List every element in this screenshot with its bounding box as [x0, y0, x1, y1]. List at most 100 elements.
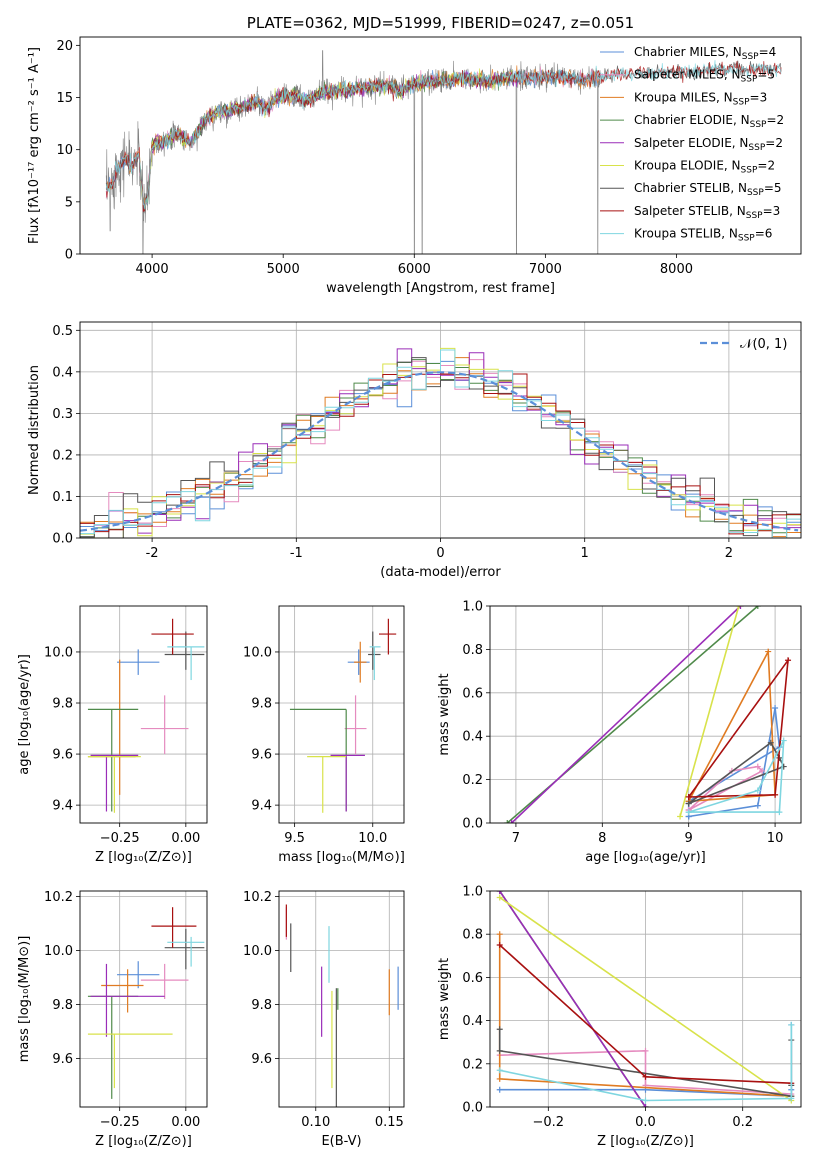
weight-marker	[685, 800, 692, 807]
y-tick-label: 0.3	[52, 407, 73, 422]
weight-marker	[496, 1026, 503, 1033]
legend-entry-suffix: =3	[750, 90, 768, 104]
y-tick-label: 0.4	[462, 1014, 483, 1029]
weight-marker	[496, 891, 503, 894]
errorbar-point-6	[164, 928, 205, 970]
weight-marker	[754, 787, 761, 794]
histogram-6	[80, 357, 801, 538]
y-tick-label: 0.2	[462, 1057, 483, 1072]
weight-marker	[642, 1073, 649, 1080]
y-axis-label: mass weight	[437, 958, 452, 1040]
weight-line-8	[499, 1024, 793, 1102]
weight-marker	[754, 606, 761, 609]
x-tick-label: 7000	[529, 262, 562, 277]
x-tick-label: 0.00	[171, 1115, 200, 1130]
weight-marker	[504, 820, 511, 823]
weight-line-1	[499, 1049, 792, 1095]
x-tick-label: 10	[767, 831, 784, 846]
x-tick-label: 9.5	[284, 831, 305, 846]
errorbar-point-0	[117, 961, 160, 989]
weight-marker	[759, 767, 766, 774]
axes-frame	[79, 321, 802, 539]
axes-frame	[489, 890, 802, 1108]
legend-entry-name: Chabrier STELIB, N	[634, 181, 747, 195]
legend-entry-suffix: =2	[765, 136, 783, 150]
y-tick-label: 10	[56, 143, 73, 158]
errorbar-point-7	[379, 618, 397, 655]
errorbar-point-5	[87, 756, 141, 813]
legend-entry-suffix: =5	[764, 181, 782, 195]
plot-area	[87, 618, 205, 813]
errorbar-point-3	[87, 995, 139, 1099]
x-axis-label: (data-model)/error	[380, 565, 501, 580]
legend-entry-sub: SSP	[742, 52, 759, 62]
errorbar-point-4	[90, 963, 165, 1037]
weight-marker	[788, 1095, 795, 1102]
weight-marker	[642, 1104, 649, 1107]
y-tick-label: 10.0	[44, 645, 73, 660]
y-tick-label: 0.2	[462, 773, 483, 788]
legend-entry: Salpeter ELODIE, NSSP=2	[634, 136, 783, 153]
plot-area	[87, 907, 205, 1099]
x-tick-label: 0.2	[732, 1115, 753, 1130]
x-tick-label: 8000	[660, 262, 693, 277]
plot-area	[496, 891, 795, 1107]
x-tick-label: 5000	[267, 262, 300, 277]
errorbar-point-1	[140, 963, 189, 999]
weight-marker	[496, 894, 503, 901]
legend-entry-name: Chabrier MILES, N	[634, 45, 742, 59]
plot-area	[105, 50, 782, 254]
chart-age_vs_mass: 9.5 10.0 9.4 9.6 9.8 10.0 mass [log₁₀(M/M⊙)]	[243, 605, 405, 865]
weight-marker	[642, 1097, 649, 1104]
y-tick-label: 9.6	[52, 748, 73, 763]
y-axis-label: mass [log₁₀(M/M⊙)]	[17, 936, 32, 1063]
legend-entry-name: Chabrier ELODIE, N	[634, 113, 750, 127]
x-tick-label: 0.0	[635, 1115, 656, 1130]
y-axis-label: age [log₁₀(age/yr)]	[17, 654, 32, 775]
legend-entry-suffix: =5	[757, 68, 775, 82]
errorbar-point-3	[289, 708, 347, 812]
x-tick-label: 0	[436, 546, 444, 561]
weight-marker	[677, 813, 684, 820]
legend-entry-sub: SSP	[746, 211, 763, 221]
plot-area	[285, 904, 399, 1107]
y-tick-label: 0.2	[52, 448, 73, 463]
legend-entry-name: Salpeter MILES, N	[634, 68, 741, 82]
y-tick-label: 9.6	[52, 1052, 73, 1067]
plot-area	[289, 618, 397, 813]
y-tick-label: 0.0	[52, 532, 73, 547]
y-tick-label: 0.8	[462, 928, 483, 943]
x-tick-label: -2	[146, 546, 159, 561]
legend-entry-sub: SSP	[750, 120, 767, 130]
errorbar-point-5	[307, 756, 347, 813]
histogram-4	[80, 348, 801, 538]
legend-entry-suffix: =4	[759, 45, 777, 59]
x-axis-label: Z [log₁₀(Z/Z⊙)]	[95, 1134, 192, 1149]
weight-marker	[785, 657, 792, 664]
weight-marker	[685, 793, 692, 800]
y-tick-label: 0.4	[52, 365, 73, 380]
errorbar-point-2	[354, 641, 367, 683]
y-tick-label: 0	[65, 248, 73, 263]
x-axis-label: Z [log₁₀(Z/Z⊙)]	[95, 850, 192, 865]
y-tick-label: 20	[56, 39, 73, 54]
legend-entry: Kroupa ELODIE, NSSP=2	[634, 159, 775, 176]
x-tick-label: 8	[598, 831, 606, 846]
weight-marker	[685, 809, 692, 816]
legend-entry-sub: SSP	[733, 97, 750, 107]
y-tick-label: 9.8	[52, 697, 73, 712]
y-tick-label: 9.8	[251, 697, 272, 712]
y-tick-label: 1.0	[462, 885, 483, 900]
y-tick-label: 0.5	[52, 324, 73, 339]
errorbar-point-5	[87, 1033, 173, 1089]
legend-entry: Chabrier ELODIE, NSSP=2	[634, 113, 784, 130]
x-axis-label: age [log₁₀(age/yr)]	[585, 850, 706, 865]
errorbar-point-1	[140, 695, 189, 755]
errorbar-point-2	[101, 969, 144, 1013]
chart-residuals: -2 -1 0 1 2 0.0 0.1 0.2 0.3 0.4 0.5 (data-model)/er…	[27, 321, 802, 580]
legend-entry: Chabrier STELIB, NSSP=5	[634, 181, 782, 198]
legend-entry-name: Kroupa STELIB, N	[634, 227, 738, 241]
errorbar-point-0	[117, 649, 160, 675]
y-tick-label: 10.0	[243, 645, 272, 660]
